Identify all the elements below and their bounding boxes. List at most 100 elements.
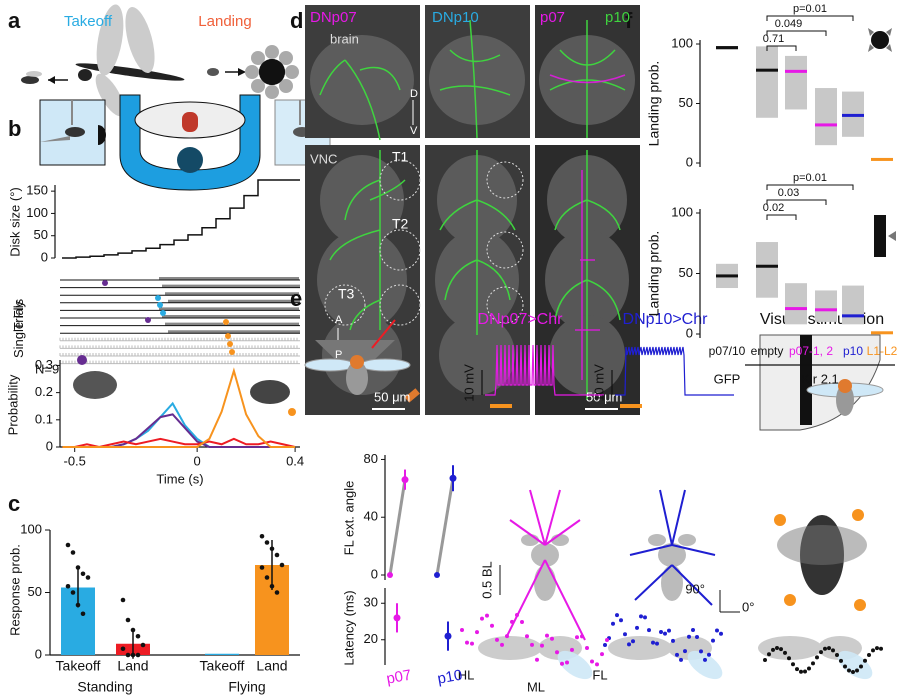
annotation: N=9 (35, 361, 59, 376)
region-label: T3 (338, 286, 355, 302)
data-point (269, 583, 275, 589)
data-point (70, 550, 76, 555)
x-tick-label: p07/10 (709, 344, 746, 358)
data-point (274, 590, 280, 595)
range-box (815, 290, 837, 322)
mean-line (842, 314, 864, 318)
leg-track (799, 669, 803, 674)
y-axis-label: FL ext. angle (341, 481, 356, 556)
leg-track (715, 628, 719, 633)
leg-label: HL (458, 667, 475, 682)
leg-track (691, 628, 695, 633)
y-axis-label: Single FlyTrials (11, 298, 26, 358)
panel-label: a (8, 8, 21, 33)
leg-track (711, 638, 715, 643)
leg-track (627, 642, 631, 647)
panel-label: b (8, 116, 21, 141)
scale-label: 0° (742, 599, 754, 614)
leg-track (779, 647, 783, 652)
y-axis-label: Probability (5, 374, 20, 435)
x-tick-label: 0.4 (286, 453, 304, 468)
data-point (130, 652, 136, 658)
p-value: 0.03 (778, 187, 799, 199)
leg-track (465, 640, 469, 645)
panel-label: f (625, 8, 633, 33)
panel-title: DNp10>Chr (623, 311, 709, 328)
y-tick-label: 50 (28, 584, 42, 599)
data-point (120, 646, 126, 652)
y-axis-label: Latency (ms) (341, 590, 356, 665)
leg-track (580, 634, 584, 639)
leg-track (540, 643, 544, 648)
x-tick-label: -0.5 (63, 453, 85, 468)
data-point (80, 571, 86, 577)
data-point (274, 552, 280, 558)
scale-label: 90° (685, 581, 705, 596)
mean-point (401, 476, 409, 484)
range-box (785, 55, 807, 110)
leg-track (807, 666, 811, 671)
data-point (264, 575, 270, 580)
data-point (135, 633, 141, 639)
mean-line (815, 123, 837, 127)
leg-track (703, 657, 707, 662)
y-tick-label: 50 (34, 227, 48, 242)
leg-track (839, 658, 843, 663)
title: DNp10 (432, 9, 479, 26)
event-marker (225, 333, 231, 339)
significance-bracket (766, 184, 854, 190)
data-point (75, 565, 81, 570)
leg-track (867, 652, 871, 657)
panel-title: DNp07>Chr (478, 311, 564, 328)
range-box (815, 88, 837, 146)
mean-line (815, 308, 837, 312)
y-tick-label: 50 (679, 95, 693, 110)
leg-track (639, 614, 643, 619)
leg-track (675, 652, 679, 657)
category-label: p07 (385, 667, 413, 688)
y-tick-label: 0 (686, 325, 693, 340)
leg-track (851, 669, 855, 674)
fly-sketch (77, 355, 87, 365)
leg-track (510, 619, 514, 624)
fly-sketch (73, 371, 117, 399)
leg-track (575, 635, 579, 640)
region-label: VNC (310, 151, 337, 166)
event-marker (155, 295, 161, 301)
x-tick-label: Land (117, 658, 148, 674)
group-label: Kir 2.1 (801, 371, 839, 386)
voltage-trace (485, 344, 604, 396)
y-tick-label: 100 (20, 521, 42, 536)
y-tick-label: 0 (686, 154, 693, 169)
y-axis-label: Landing prob. (646, 231, 662, 317)
mean-line (716, 46, 738, 50)
data-point (269, 546, 275, 552)
leg-track (763, 658, 767, 662)
leg-track (687, 634, 691, 639)
probability-line (62, 367, 296, 448)
leg-track (815, 655, 819, 660)
category-label: p10 (436, 667, 464, 688)
leg-track (875, 646, 879, 651)
leg-track (663, 631, 667, 636)
data-point (140, 642, 146, 648)
region-label: T2 (392, 216, 409, 232)
x-tick-label: empty (751, 344, 784, 358)
y-tick-label: 0.1 (35, 411, 53, 426)
event-marker (223, 319, 229, 325)
leg-track (470, 641, 474, 646)
leg-track (843, 664, 847, 669)
panel-b-illustration (39, 94, 331, 191)
region-label: T1 (392, 149, 409, 165)
data-point (70, 590, 76, 595)
leg-track (500, 642, 504, 647)
leg-track (595, 662, 599, 667)
data-point (279, 562, 285, 568)
leg-track (545, 633, 549, 638)
leg-track (827, 646, 831, 651)
significance-bracket (766, 30, 827, 36)
range-box (785, 283, 807, 325)
y-tick-label: 100 (671, 35, 693, 50)
leg-track (819, 650, 823, 655)
group-label: GFP (714, 371, 741, 386)
